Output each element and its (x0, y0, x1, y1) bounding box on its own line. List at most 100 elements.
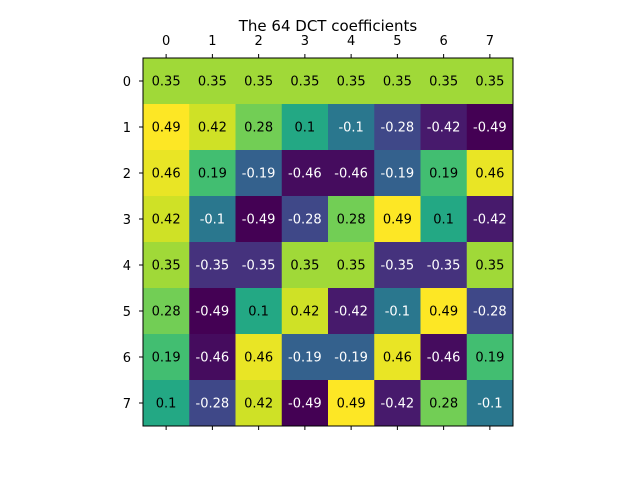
x-tick-label-3: 3 (301, 34, 309, 49)
cell-value-label-2-5: -0.19 (381, 167, 415, 182)
heatmap-cell-0-1 (189, 58, 236, 105)
heatmap-cell-2-1 (189, 150, 236, 197)
heatmap-cell-4-3 (281, 242, 329, 289)
cell-value-label-1-1: 0.42 (198, 121, 227, 136)
cell-value-label-0-4: 0.35 (337, 75, 366, 90)
cell-value-label-0-1: 0.35 (198, 75, 227, 90)
cell-value-label-3-1: -0.1 (200, 213, 225, 228)
chart-title: The 64 DCT coefficients (238, 17, 418, 35)
cell-value-label-5-3: 0.42 (290, 305, 319, 320)
cell-value-label-2-0: 0.46 (152, 167, 181, 182)
x-tick-label-2: 2 (254, 34, 262, 49)
heatmap-cell-1-3 (281, 104, 329, 151)
heatmap-cell-1-0 (143, 104, 190, 151)
y-axis-left: 0 1 2 3 4 5 6 7 (123, 75, 143, 412)
cell-value-label-0-2: 0.35 (244, 75, 273, 90)
heatmap-cell-7-1 (189, 380, 236, 427)
heatmap-cell-4-5 (374, 242, 421, 289)
heatmap-cell-2-6 (420, 150, 468, 197)
cell-value-label-3-7: -0.42 (473, 213, 507, 228)
heatmap-cell-1-1 (189, 104, 236, 151)
cell-value-label-4-5: -0.35 (381, 259, 415, 274)
heatmap-cell-0-5 (374, 58, 421, 105)
heatmap-cell-2-0 (143, 150, 190, 197)
cell-value-label-6-3: -0.19 (288, 351, 322, 366)
y-tick-label-3: 3 (123, 213, 131, 228)
cell-value-label-2-3: -0.46 (288, 167, 322, 182)
cell-value-label-2-4: -0.46 (334, 167, 368, 182)
cell-value-label-6-0: 0.19 (152, 351, 181, 366)
heatmap-cell-7-6 (420, 380, 468, 427)
cell-value-label-3-5: 0.49 (383, 213, 412, 228)
cell-value-label-1-5: -0.28 (381, 121, 415, 136)
x-axis-top: 0 1 2 3 4 5 6 7 (162, 34, 494, 430)
cell-value-label-6-2: 0.46 (244, 351, 273, 366)
heatmap-cell-5-4 (328, 288, 375, 335)
heatmap-cell-5-2 (235, 288, 283, 335)
cell-value-label-0-7: 0.35 (475, 75, 504, 90)
heatmap-cell-0-6 (420, 58, 468, 105)
heatmap-cell-4-2 (235, 242, 283, 289)
cell-value-label-4-0: 0.35 (152, 259, 181, 274)
y-tick-label-7: 7 (123, 397, 131, 412)
cell-value-label-6-4: -0.19 (334, 351, 368, 366)
cell-value-label-6-6: -0.46 (427, 351, 461, 366)
x-tick-label-4: 4 (347, 34, 355, 49)
cell-value-label-2-7: 0.46 (475, 167, 504, 182)
cell-value-label-1-7: -0.49 (473, 121, 507, 136)
heatmap-cell-1-2 (235, 104, 283, 151)
cell-value-label-7-2: 0.42 (244, 397, 273, 412)
cell-value-label-7-6: 0.28 (429, 397, 458, 412)
cell-value-label-7-1: -0.28 (196, 397, 230, 412)
heatmap-cell-2-7 (466, 150, 514, 197)
cell-value-label-3-2: -0.49 (242, 213, 276, 228)
cell-value-label-3-0: 0.42 (152, 213, 181, 228)
heatmap-cell-4-6 (420, 242, 468, 289)
cell-value-label-4-4: 0.35 (337, 259, 366, 274)
cell-value-label-4-6: -0.35 (427, 259, 461, 274)
cell-value-label-4-3: 0.35 (290, 259, 319, 274)
cell-value-label-7-7: -0.1 (477, 397, 502, 412)
cell-value-label-5-6: 0.49 (429, 305, 458, 320)
heatmap-cell-5-5 (374, 288, 421, 335)
cell-value-label-5-0: 0.28 (152, 305, 181, 320)
heatmap-cell-3-7 (466, 196, 514, 243)
plot-frame (142, 57, 514, 427)
heatmap-cell-4-4 (328, 242, 375, 289)
cell-value-label-5-7: -0.28 (473, 305, 507, 320)
x-tick-label-5: 5 (393, 34, 401, 49)
heatmap-cell-0-4 (328, 58, 375, 105)
heatmap-cell-7-3 (281, 380, 329, 427)
x-tick-label-6: 6 (439, 34, 447, 49)
heatmap-cell-6-0 (143, 334, 190, 381)
heatmap-cell-7-4 (328, 380, 375, 427)
heatmap-cell-2-4 (328, 150, 375, 197)
cell-value-label-3-3: -0.28 (288, 213, 322, 228)
heatmap-cell-4-0 (143, 242, 190, 289)
heatmap-cell-5-1 (189, 288, 236, 335)
heatmap-cell-3-3 (281, 196, 329, 243)
heatmap-cell-0-2 (235, 58, 283, 105)
heatmap-cell-5-7 (466, 288, 514, 335)
heatmap-cell-4-1 (189, 242, 236, 289)
heatmap-cell-7-0 (143, 380, 190, 427)
heatmap-cell-labels: 0.35 0.35 0.35 0.35 0.35 0.35 0.35 0.35 0.49 0.42… (152, 75, 507, 412)
cell-value-label-3-4: 0.28 (337, 213, 366, 228)
heatmap-cell-6-7 (466, 334, 514, 381)
heatmap-cell-3-1 (189, 196, 236, 243)
heatmap-cell-3-6 (420, 196, 468, 243)
heatmap-cell-1-5 (374, 104, 421, 151)
heatmap-cell-6-2 (235, 334, 283, 381)
heatmap-cell-2-2 (235, 150, 283, 197)
heatmap-cell-2-5 (374, 150, 421, 197)
heatmap-cell-3-5 (374, 196, 421, 243)
cell-value-label-0-5: 0.35 (383, 75, 412, 90)
heatmap-cell-3-0 (143, 196, 190, 243)
heatmap-cell-0-7 (466, 58, 514, 105)
heatmap-cells (143, 58, 514, 427)
cell-value-label-4-7: 0.35 (475, 259, 504, 274)
cell-value-label-3-6: 0.1 (433, 213, 454, 228)
cell-value-label-5-2: 0.1 (248, 305, 269, 320)
cell-value-label-2-1: 0.19 (198, 167, 227, 182)
cell-value-label-2-6: 0.19 (429, 167, 458, 182)
